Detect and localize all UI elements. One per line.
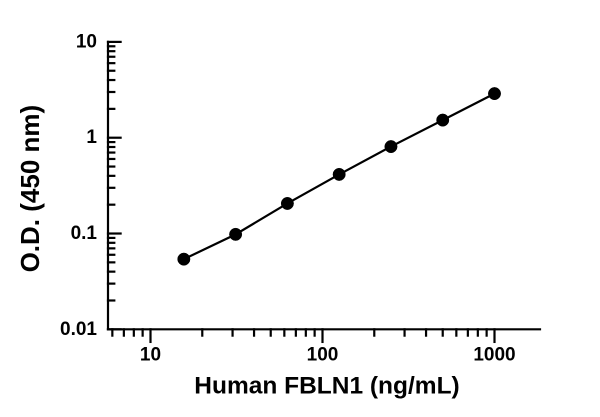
svg-text:10: 10	[140, 344, 161, 365]
svg-text:100: 100	[307, 344, 339, 365]
svg-text:10: 10	[76, 31, 97, 52]
svg-text:O.D. (450 nm): O.D. (450 nm)	[15, 105, 45, 273]
svg-text:0.1: 0.1	[71, 223, 98, 244]
svg-text:1000: 1000	[473, 344, 515, 365]
svg-text:Human FBLN1 (ng/mL): Human FBLN1 (ng/mL)	[194, 372, 459, 399]
svg-text:1: 1	[86, 127, 97, 148]
svg-text:0.01: 0.01	[60, 319, 97, 340]
